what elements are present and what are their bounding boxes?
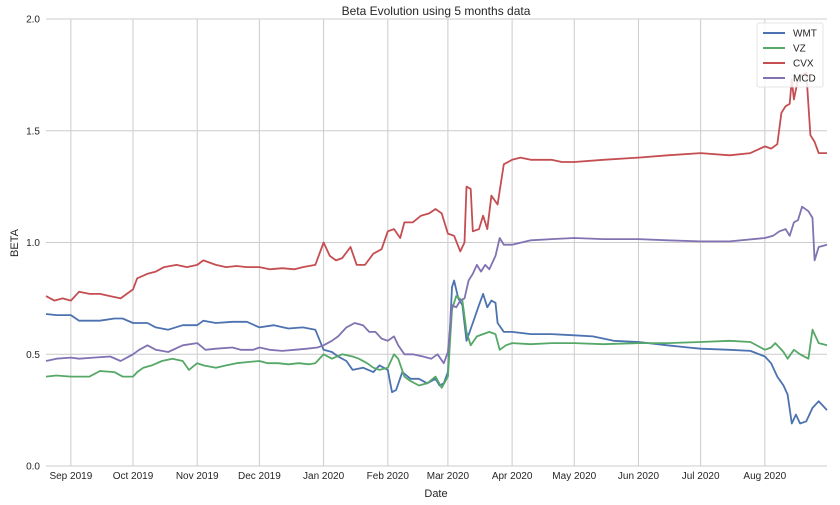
y-tick-label: 1.5 [26,126,40,137]
series-line-wmt [45,279,828,425]
y-tick-labels: 0.0 0.5 1.0 1.5 2.0 [26,15,40,473]
series-line-cvx [45,71,827,302]
y-tick-label: 2.0 [26,15,40,26]
x-axis-label: Date [424,488,447,500]
legend-box [756,22,824,88]
x-tick-label: Nov 2019 [176,471,219,482]
legend-label-cvx: CVX [793,59,814,70]
y-tick-label: 0.0 [26,462,40,473]
legend-label-wmt: WMT [793,29,817,40]
series-lines [45,71,828,425]
chart-title: Beta Evolution using 5 months data [342,4,531,18]
x-tick-label: Jan 2020 [303,471,345,482]
x-tick-label: Aug 2020 [743,471,786,482]
y-axis-label: BETA [9,228,21,257]
x-tick-label: Sep 2019 [49,471,92,482]
x-tick-label: Jul 2020 [682,471,720,482]
series-line-vz [45,295,828,389]
x-tick-label: May 2020 [552,471,596,482]
x-tick-label: Feb 2020 [367,471,410,482]
legend-label-vz: VZ [793,44,806,55]
x-tick-label: Mar 2020 [427,471,470,482]
legend-label-mcd: MCD [793,74,816,85]
x-tick-label: Oct 2019 [113,471,154,482]
y-tick-label: 0.5 [26,350,40,361]
y-tick-label: 1.0 [26,238,40,249]
x-tick-labels: Sep 2019 Oct 2019 Nov 2019 Dec 2019 Jan 2020… [49,471,786,482]
x-tick-label: Jun 2020 [618,471,660,482]
series-line-mcd [45,205,828,365]
x-tick-label: Dec 2019 [238,471,281,482]
x-tick-label: Apr 2020 [492,471,533,482]
legend: WMT VZ CVX MCD [756,22,824,88]
